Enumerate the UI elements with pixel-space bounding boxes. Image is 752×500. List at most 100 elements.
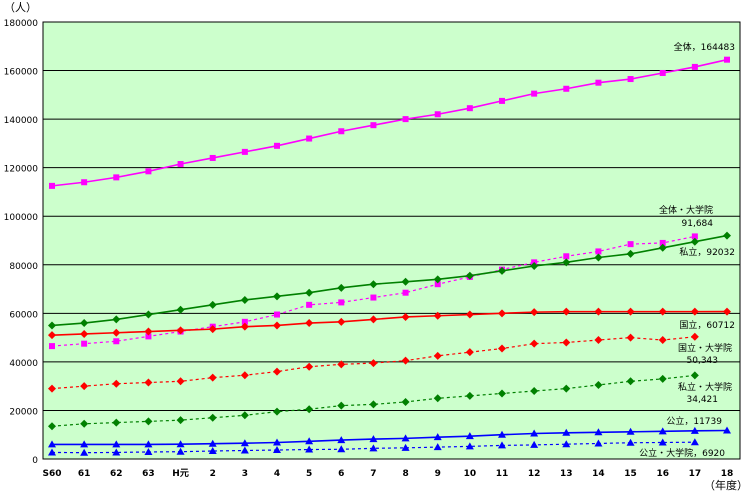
data-point (626, 249, 635, 258)
data-point (690, 426, 699, 434)
data-point (691, 63, 698, 70)
data-point (690, 307, 699, 316)
data-point (337, 317, 346, 326)
data-point (433, 311, 442, 320)
x-axis-ticks: S60 61 62 63 H元 2 3 4 5 6 7 8 9 10 11 12 13 14 15 16 17 18 (42, 468, 733, 479)
plot-area (42, 21, 741, 460)
y-axis-unit-label: （人） (4, 1, 37, 14)
data-point (562, 258, 571, 267)
data-point (465, 271, 474, 280)
data-point (594, 380, 603, 389)
series-layer (48, 56, 731, 456)
data-point (562, 440, 571, 448)
data-point (209, 154, 216, 161)
data-point (627, 76, 634, 83)
data-point (498, 266, 506, 275)
data-point (112, 328, 121, 337)
x-tick-label: 3 (242, 469, 248, 479)
data-point (659, 239, 666, 246)
data-point (48, 448, 56, 456)
data-point (401, 277, 410, 286)
data-point (498, 309, 506, 318)
data-point (723, 426, 731, 434)
data-point (208, 373, 217, 382)
data-point (48, 321, 56, 330)
data-point (305, 445, 314, 453)
data-point (434, 111, 441, 118)
data-point (80, 329, 89, 338)
data-point (434, 281, 441, 288)
series-5 (48, 371, 699, 431)
data-point (112, 448, 121, 456)
data-point (208, 439, 217, 447)
data-point (626, 377, 635, 386)
data-point (594, 336, 603, 345)
data-point (465, 442, 474, 450)
data-point (562, 307, 571, 316)
data-point (563, 253, 570, 260)
series-line (51, 310, 728, 336)
x-tick-label: 4 (274, 469, 280, 479)
data-point (401, 312, 410, 321)
data-point (659, 69, 666, 76)
y-tick-label: 60000 (9, 310, 38, 320)
y-tick-label: 160000 (4, 68, 39, 78)
annotation-label: 私立・大学院 (678, 381, 732, 393)
data-point (176, 305, 185, 314)
data-point (80, 440, 89, 448)
data-point (433, 394, 442, 403)
data-point (274, 311, 280, 318)
data-point (498, 344, 506, 353)
data-point (562, 384, 571, 393)
data-point (176, 416, 185, 425)
data-point (690, 438, 699, 446)
x-tick-label: 63 (142, 469, 155, 479)
x-tick-label: 14 (592, 469, 605, 479)
data-point (208, 325, 217, 334)
data-point (48, 440, 56, 448)
data-point (337, 436, 346, 444)
annotation-label: 私立，92032 (679, 246, 735, 258)
data-point (273, 321, 281, 330)
data-point (176, 326, 185, 335)
x-tick-label: 7 (370, 469, 376, 479)
data-point (49, 182, 55, 189)
data-point (369, 315, 378, 324)
data-point (273, 367, 281, 376)
data-point (176, 377, 185, 386)
data-point (144, 447, 153, 455)
data-point (595, 248, 602, 255)
y-axis-ticks: 0 20000 40000 60000 80000 100000 120000 140000 1… (4, 19, 39, 466)
data-point (273, 407, 281, 416)
data-point (723, 307, 731, 316)
data-point (113, 338, 120, 345)
data-point (433, 351, 442, 360)
data-point (498, 430, 506, 438)
data-point (144, 440, 153, 448)
series-4 (48, 332, 699, 393)
data-point (370, 122, 377, 129)
data-point (81, 340, 88, 347)
y-tick-label: 80000 (9, 262, 38, 272)
x-tick-label: 17 (689, 469, 702, 479)
data-point (112, 379, 121, 388)
annotation-label: 公立，11739 (666, 415, 722, 427)
data-point (273, 438, 281, 446)
data-point (112, 418, 121, 427)
series-0 (49, 56, 730, 189)
x-tick-label: 15 (624, 469, 637, 479)
data-point (465, 391, 474, 400)
data-point (658, 374, 667, 383)
data-point (724, 56, 730, 63)
data-point (208, 413, 217, 422)
data-point (626, 427, 635, 435)
x-tick-label: 6 (338, 469, 344, 479)
data-point (145, 168, 152, 175)
data-point (240, 371, 249, 380)
data-point (240, 295, 249, 304)
data-point (562, 338, 571, 347)
data-point (401, 434, 410, 442)
data-point (208, 446, 217, 454)
x-tick-label: 5 (306, 469, 312, 479)
